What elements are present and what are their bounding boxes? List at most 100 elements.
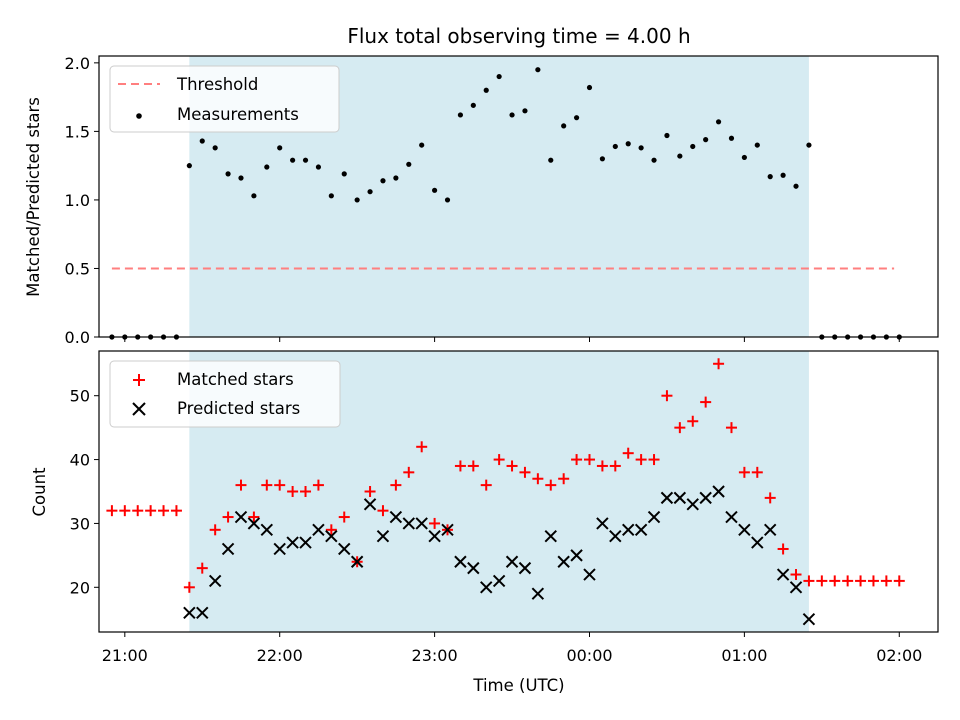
top-y-tick-label: 0.0 [65, 328, 90, 347]
matched-star-point [519, 466, 531, 478]
predicted-star-point [312, 523, 325, 537]
bottom-y-axis-title: Count [30, 467, 49, 517]
top-y-axis: 0.0 0.5 1.0 1.5 2.0 [65, 54, 99, 347]
matched-star-point [467, 460, 479, 472]
matched-star-point [713, 358, 725, 370]
predicted-star-point [622, 523, 635, 537]
predicted-star-point [634, 523, 648, 537]
matched-star-point [867, 575, 879, 587]
top-y-tick-label: 1.0 [65, 191, 90, 210]
matched-star-point [248, 511, 260, 523]
measurement-point [690, 143, 696, 150]
measurement-point [806, 142, 812, 148]
predicted-star-point [776, 568, 790, 581]
matched-star-point [622, 447, 634, 459]
matched-star-point [390, 479, 402, 491]
measurement-point [509, 112, 515, 118]
matched-legend-swatch [133, 374, 145, 386]
measurement-point [457, 112, 464, 118]
matched-star-point [183, 581, 195, 593]
bottom-x-tick-label: 00:00 [566, 646, 612, 665]
measurement-point [470, 102, 476, 108]
matched-star-point [816, 575, 828, 587]
predicted-star-point [389, 510, 403, 524]
matched-star-point [196, 562, 208, 574]
measurement-point [522, 108, 528, 114]
matched-star-point [274, 479, 286, 491]
matched-star-point [454, 460, 466, 472]
bottom-x-tick-label: 01:00 [721, 646, 767, 665]
matched-star-point [312, 479, 324, 491]
predicted-star-point [208, 574, 222, 588]
top-y-tick-label: 0.5 [65, 259, 90, 278]
threshold-legend-label: Threshold [176, 75, 258, 94]
matched-star-point [738, 466, 750, 478]
predicted-star-point [325, 529, 338, 543]
matched-star-point [119, 505, 131, 517]
predicted-star-point [183, 606, 196, 620]
predicted-star-point [531, 587, 545, 600]
measurement-point [728, 135, 735, 141]
predicted-star-point [660, 491, 674, 505]
predicted-star-point [428, 529, 441, 543]
measurement-point [186, 163, 192, 169]
matched-star-point [829, 575, 841, 587]
measurement-point [380, 178, 386, 184]
matched-star-point [687, 415, 699, 427]
matched-star-point [558, 473, 570, 485]
bottom-panel-frame [98, 350, 939, 633]
matched-star-point [571, 454, 583, 466]
measurement-point [703, 137, 709, 143]
predicted-star-point [260, 523, 274, 537]
measurements-legend-label: Measurements [177, 105, 299, 124]
matched-star-point [403, 466, 415, 478]
measurement-point [754, 142, 760, 148]
predicted-star-point [686, 498, 699, 511]
matched-star-point [300, 486, 312, 497]
predicted-star-point [570, 549, 583, 562]
predicted-star-point [699, 491, 712, 505]
predicted-star-point [751, 536, 764, 549]
measurement-point [651, 157, 657, 163]
predicted-legend-label: Predicted stars [177, 399, 300, 418]
predicted-star-point [441, 523, 454, 537]
predicted-star-point [467, 561, 480, 575]
predicted-star-point [415, 517, 428, 530]
measurement-point [599, 156, 606, 162]
matched-star-point [416, 441, 428, 453]
measurement-point [573, 115, 580, 121]
measurement-point [496, 73, 502, 80]
predicted-star-point [596, 517, 609, 530]
measurement-point [212, 145, 218, 151]
measurement-point [302, 157, 309, 163]
matched-star-point [648, 454, 660, 466]
top-panel-frame [98, 55, 939, 338]
predicted-legend-swatch [132, 402, 146, 416]
matched-star-point [751, 466, 763, 478]
matched-star-point [158, 505, 170, 517]
predicted-star-point [196, 606, 209, 620]
bottom-x-tick-label: 02:00 [876, 646, 922, 665]
measurement-point [290, 157, 296, 163]
predicted-star-point [376, 529, 390, 543]
matched-star-point [222, 511, 234, 523]
bottom-legend: Matched stars Predicted stars [109, 360, 341, 428]
matched-star-point [700, 396, 712, 408]
bottom-panel-marks [106, 358, 905, 626]
measurement-point [780, 172, 786, 178]
predicted-star-point [338, 542, 351, 556]
measurement-point [767, 174, 773, 180]
measurement-point [315, 164, 322, 170]
measurement-point [354, 197, 360, 203]
measurement-point [238, 175, 244, 181]
bottom-y-axis: 20 30 40 50 [70, 387, 99, 597]
measurement-point [664, 132, 670, 139]
measurement-point [251, 193, 257, 199]
measurement-point [444, 197, 451, 203]
predicted-star-point [454, 555, 467, 568]
matched-star-point [609, 460, 621, 472]
matched-star-point [325, 524, 337, 536]
matched-star-point [893, 575, 905, 587]
matched-legend-label: Matched stars [177, 370, 294, 389]
